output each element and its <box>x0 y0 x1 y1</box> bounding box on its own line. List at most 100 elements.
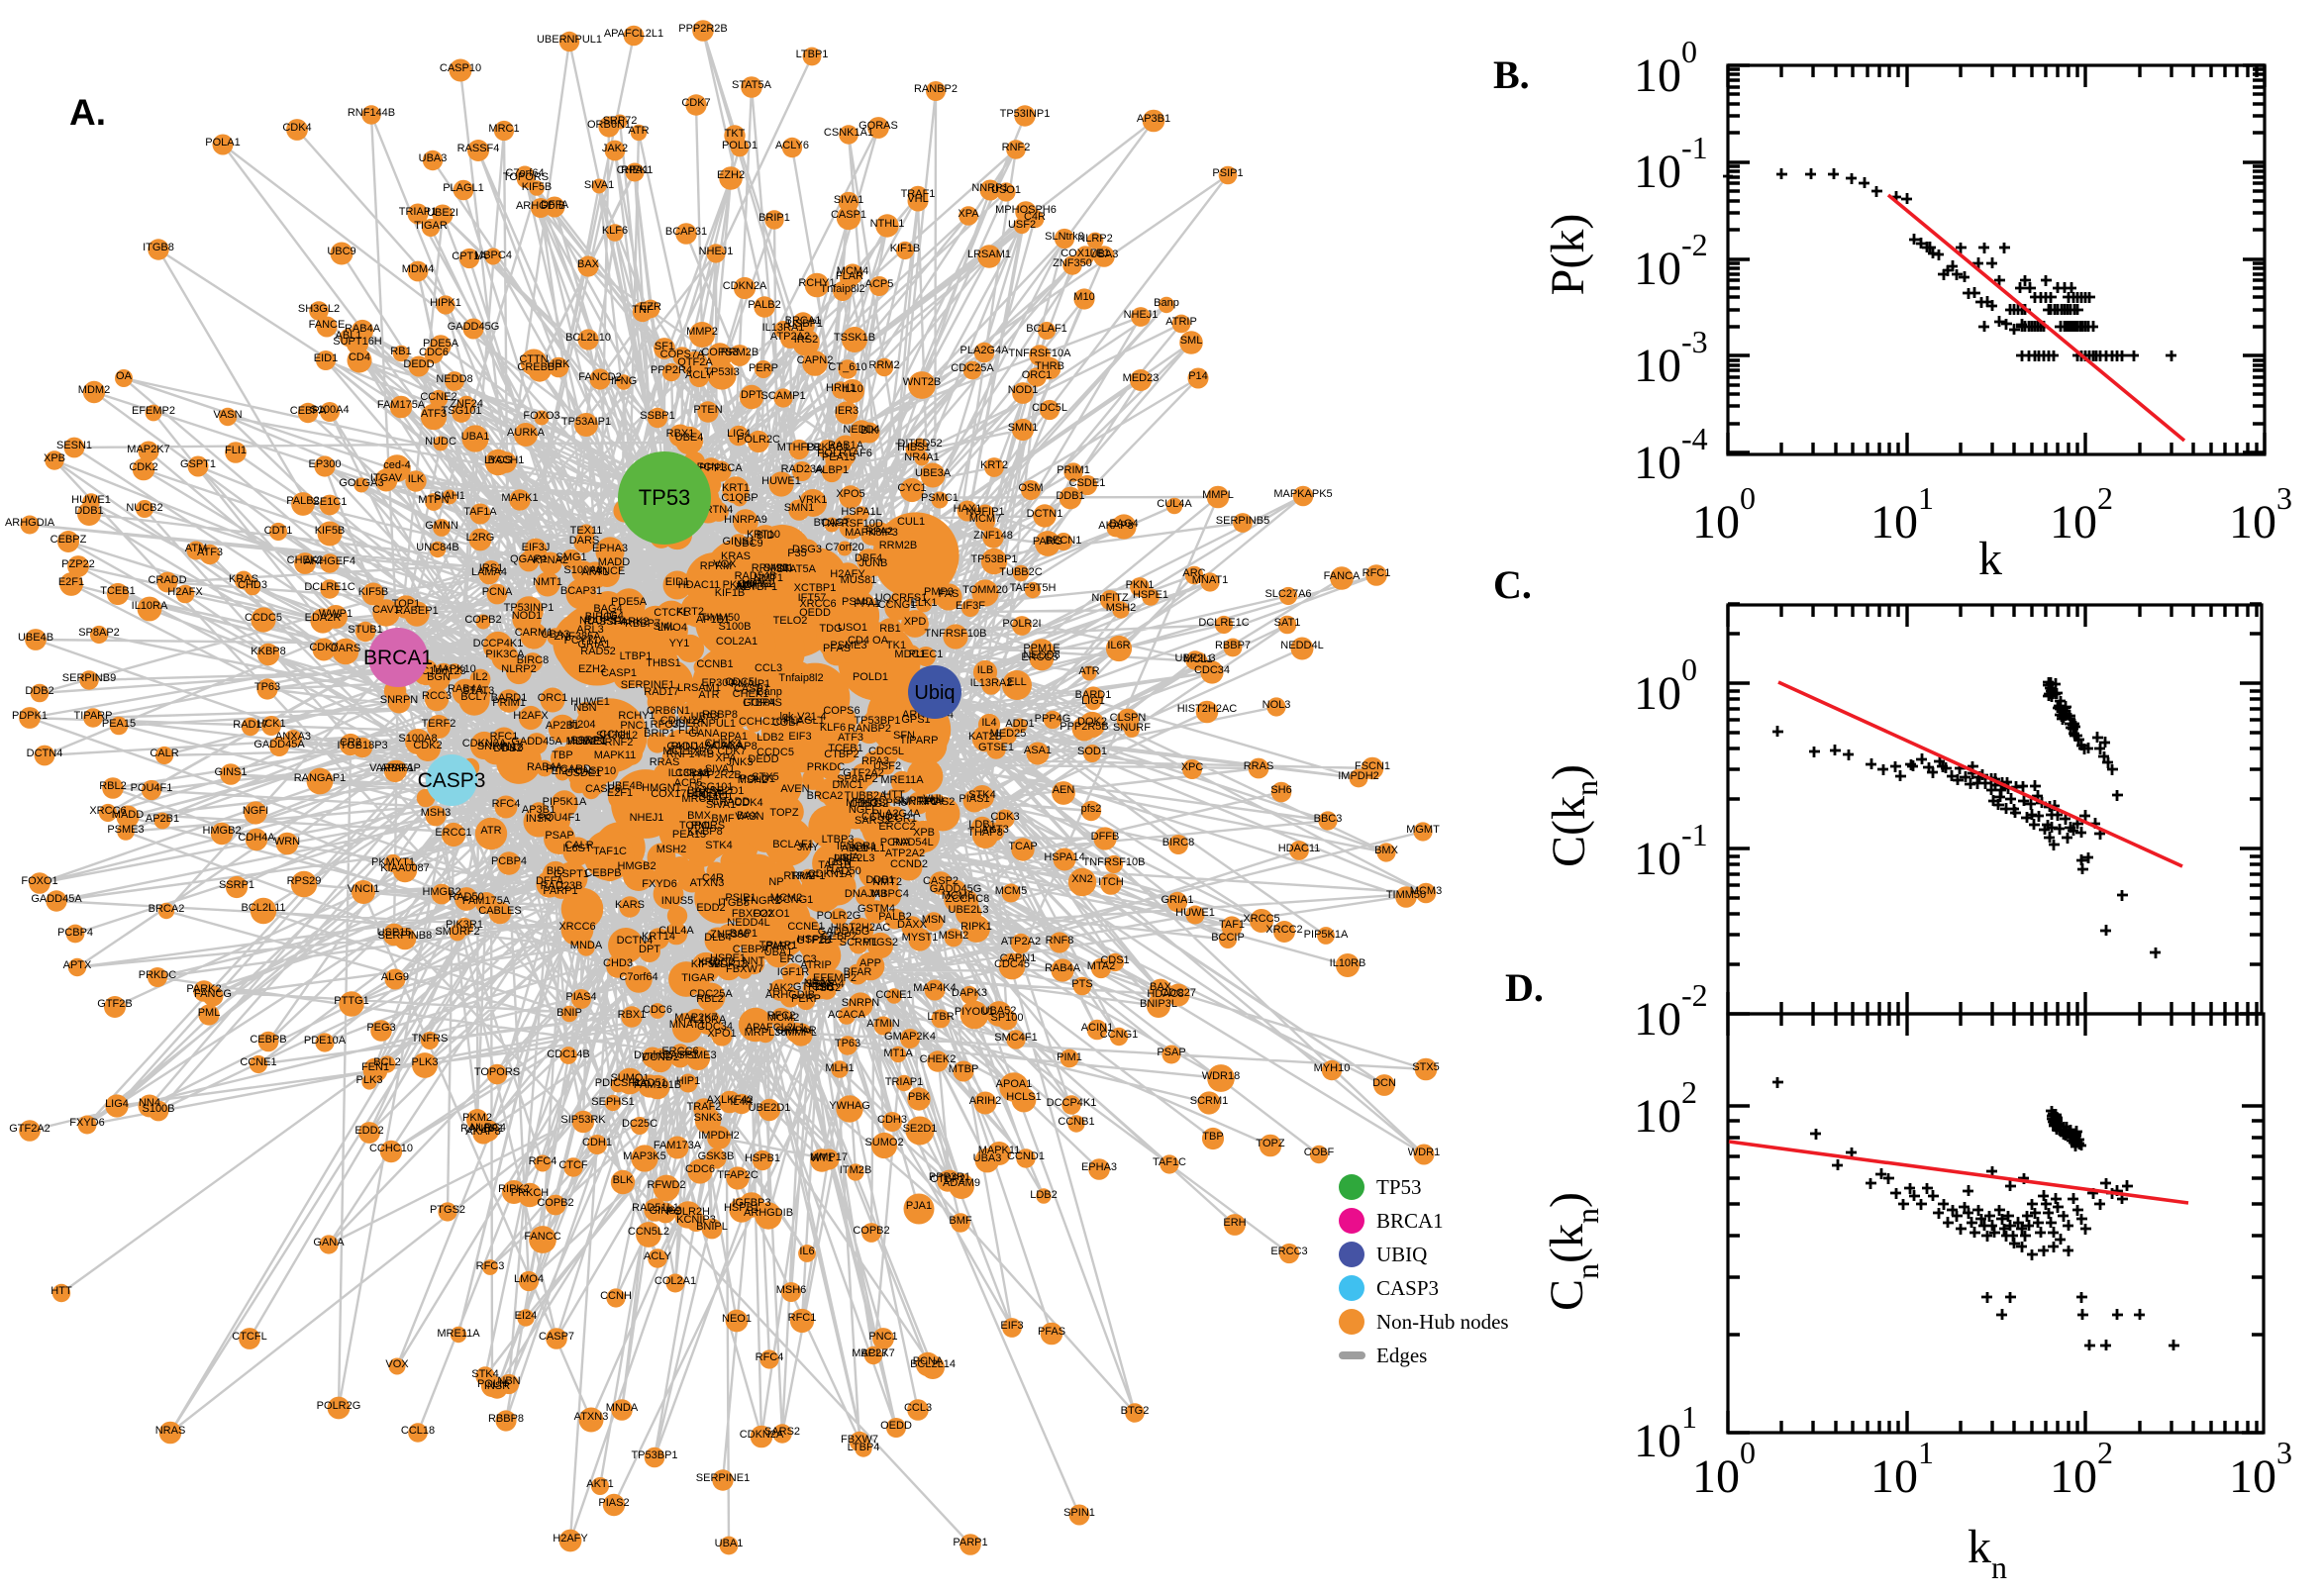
svg-text:TRAF2: TRAF2 <box>687 1101 722 1113</box>
svg-text:MAP2K7: MAP2K7 <box>852 1347 894 1359</box>
svg-text:CCNB1: CCNB1 <box>696 658 733 670</box>
svg-text:AKAP8: AKAP8 <box>1098 520 1133 532</box>
svg-text:USBP1: USBP1 <box>787 318 823 330</box>
svg-text:TP63: TP63 <box>835 1038 860 1049</box>
svg-text:TELO2: TELO2 <box>773 615 808 627</box>
svg-text:ACIN1: ACIN1 <box>1081 1022 1113 1034</box>
svg-text:AKAP8: AKAP8 <box>465 1126 500 1138</box>
svg-text:TP53: TP53 <box>1376 1175 1422 1199</box>
svg-text:PZP22: PZP22 <box>61 558 95 570</box>
svg-text:FANCE: FANCE <box>309 319 346 331</box>
svg-text:MLH1: MLH1 <box>825 1062 854 1074</box>
svg-text:POLR2G: POLR2G <box>317 1400 361 1412</box>
svg-text:SAT1: SAT1 <box>1274 617 1301 629</box>
svg-text:L2RG: L2RG <box>466 532 495 544</box>
svg-text:PSIP1: PSIP1 <box>725 892 756 904</box>
svg-text:CSDE1: CSDE1 <box>1069 477 1106 489</box>
svg-text:BMF: BMF <box>949 1215 972 1227</box>
svg-text:VNCI1: VNCI1 <box>348 883 379 895</box>
svg-text:IL13RA2: IL13RA2 <box>970 677 1013 689</box>
svg-text:DC25C: DC25C <box>622 1118 657 1130</box>
svg-text:VHL: VHL <box>907 193 928 205</box>
svg-text:ILB: ILB <box>977 664 994 676</box>
svg-text:CDC6: CDC6 <box>685 1163 715 1175</box>
svg-text:IFNG: IFNG <box>611 375 637 387</box>
svg-text:IL6: IL6 <box>799 1246 814 1257</box>
svg-text:CTCF: CTCF <box>558 1159 588 1171</box>
svg-text:NTHL1: NTHL1 <box>870 218 905 230</box>
svg-text:DEDD: DEDD <box>403 358 434 370</box>
svg-text:VOX: VOX <box>713 558 737 570</box>
svg-text:CDH3: CDH3 <box>877 1114 907 1126</box>
svg-text:PPP3R1: PPP3R1 <box>929 1171 970 1183</box>
svg-text:QGAP1: QGAP1 <box>510 553 548 565</box>
svg-text:JAK2: JAK2 <box>767 982 793 994</box>
svg-text:RFC4: RFC4 <box>529 1155 557 1167</box>
svg-text:MYST1: MYST1 <box>902 932 939 944</box>
svg-text:RFC4: RFC4 <box>492 798 521 810</box>
svg-text:KARS: KARS <box>615 899 645 911</box>
svg-text:RPA2: RPA2 <box>865 526 893 538</box>
svg-text:ACLY6: ACLY6 <box>775 140 809 151</box>
svg-text:MMPL: MMPL <box>785 1027 817 1039</box>
svg-text:COPB2: COPB2 <box>464 614 501 626</box>
svg-text:CDKN2A: CDKN2A <box>723 280 767 292</box>
svg-text:k: k <box>1978 533 2002 585</box>
svg-text:MDM4: MDM4 <box>402 263 434 275</box>
svg-text:CASP10: CASP10 <box>574 765 616 777</box>
svg-text:RRM2B: RRM2B <box>721 347 759 358</box>
svg-text:NnFITZ: NnFITZ <box>1091 592 1129 604</box>
svg-text:BRCA2: BRCA2 <box>807 790 844 802</box>
svg-text:PMP3: PMP3 <box>924 586 954 598</box>
svg-text:STAT3: STAT3 <box>462 685 495 697</box>
svg-text:SMG1: SMG1 <box>556 551 586 563</box>
svg-text:PPP2R2B: PPP2R2B <box>678 23 728 35</box>
svg-text:STK4: STK4 <box>705 840 733 851</box>
svg-text:XPA: XPA <box>958 208 979 220</box>
svg-text:B.: B. <box>1493 52 1530 97</box>
svg-text:ACACA: ACACA <box>828 1009 866 1021</box>
svg-text:CDS1: CDS1 <box>1100 954 1129 966</box>
svg-text:CHEK2: CHEK2 <box>287 554 324 566</box>
svg-text:SML: SML <box>1180 335 1203 347</box>
svg-text:ATF3: ATF3 <box>838 732 863 744</box>
svg-text:TP53AIP1: TP53AIP1 <box>561 416 611 428</box>
svg-text:PCBP4: PCBP4 <box>491 855 527 867</box>
svg-text:NN4: NN4 <box>139 1097 160 1109</box>
svg-text:TOPORS: TOPORS <box>503 171 549 183</box>
svg-text:POLD1: POLD1 <box>740 773 775 785</box>
svg-text:GINS2: GINS2 <box>649 1205 681 1217</box>
svg-text:SSBP1: SSBP1 <box>640 410 674 422</box>
svg-text:FAM101B: FAM101B <box>634 1079 681 1091</box>
svg-text:UBE2D1: UBE2D1 <box>749 1102 791 1114</box>
svg-text:MGMT: MGMT <box>1406 824 1440 836</box>
svg-text:BIRC8: BIRC8 <box>1162 837 1194 848</box>
svg-text:ARL3: ARL3 <box>576 624 604 636</box>
svg-text:JNK3: JNK3 <box>727 756 754 768</box>
svg-text:MTA2: MTA2 <box>1087 960 1116 972</box>
svg-text:BMF: BMF <box>711 813 735 825</box>
svg-text:POLR2I: POLR2I <box>1002 618 1041 630</box>
svg-text:TOP1: TOP1 <box>392 598 421 610</box>
svg-text:LAMA4: LAMA4 <box>471 566 507 578</box>
svg-text:MSH2: MSH2 <box>1106 602 1137 614</box>
svg-text:PARK2: PARK2 <box>186 983 221 995</box>
svg-text:SP8AP2: SP8AP2 <box>78 627 120 639</box>
svg-text:LDB1: LDB1 <box>968 819 996 831</box>
svg-text:ACLY: ACLY <box>685 369 714 381</box>
svg-text:CCNE1: CCNE1 <box>240 1056 276 1068</box>
svg-text:FBXW7: FBXW7 <box>841 1434 878 1446</box>
svg-text:TP53BP1: TP53BP1 <box>631 1449 677 1461</box>
svg-text:SH6: SH6 <box>1270 784 1291 796</box>
svg-text:SE2D1: SE2D1 <box>903 1123 938 1135</box>
svg-text:INSR: INSR <box>526 813 552 825</box>
svg-text:COPS7A: COPS7A <box>660 349 705 360</box>
svg-text:BARD1: BARD1 <box>1075 689 1112 701</box>
svg-text:FSCN1: FSCN1 <box>1355 760 1390 772</box>
svg-text:GADD45G: GADD45G <box>818 926 870 938</box>
svg-text:ORB6N1: ORB6N1 <box>587 119 631 131</box>
svg-text:EFEMP2: EFEMP2 <box>132 405 175 417</box>
svg-text:GSPT1: GSPT1 <box>180 458 216 470</box>
svg-text:CASP7: CASP7 <box>734 683 769 695</box>
svg-text:DCN: DCN <box>1372 1077 1396 1089</box>
